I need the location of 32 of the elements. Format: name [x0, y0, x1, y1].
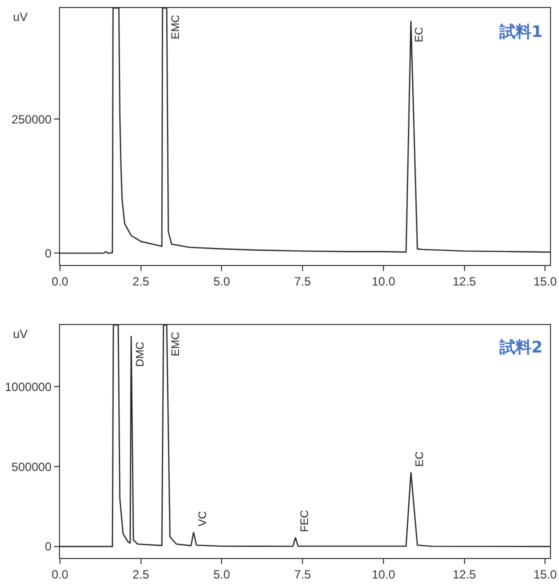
- line-series: [60, 8, 550, 254]
- x-tick-label: 10.0: [372, 274, 396, 288]
- x-tick-label: 15.0: [533, 567, 558, 582]
- annotation: VC: [196, 511, 209, 526]
- text: 試料1: [498, 22, 543, 42]
- annotation: EC: [414, 26, 426, 42]
- x-tick-label: 12.5: [452, 274, 476, 288]
- annotation: DMC: [134, 342, 147, 367]
- x-tick-label: 0.0: [52, 567, 69, 582]
- y-axis-title: uV: [13, 327, 28, 341]
- x-tick-label: 10.0: [372, 567, 396, 582]
- y-tick-label: 0: [44, 246, 52, 260]
- x-tick-label: 2.5: [132, 567, 150, 582]
- x-tick-label: 7.5: [294, 274, 312, 288]
- x-tick-label: 12.5: [452, 567, 476, 582]
- annotation: EMC: [170, 14, 182, 40]
- annotation: EC: [414, 451, 426, 467]
- x-tick-label: 0.0: [52, 274, 69, 288]
- y-tick-label: 1000000: [4, 380, 52, 394]
- line-series: [60, 325, 550, 548]
- y-tick-label: 500000: [12, 460, 52, 474]
- y-tick-label: 250000: [12, 112, 52, 126]
- x-tick-label: 5.0: [213, 567, 230, 582]
- y-tick-label: 0: [44, 540, 52, 554]
- annotation: FEC: [298, 510, 311, 532]
- y-axis-title: uV: [13, 10, 28, 24]
- x-tick-label: 5.0: [213, 274, 230, 288]
- x-tick-label: 7.5: [294, 567, 312, 582]
- text: 試料2: [498, 338, 543, 357]
- x-tick-label: 15.0: [533, 274, 558, 288]
- x-tick-label: 2.5: [132, 274, 150, 288]
- annotation: EMC: [170, 332, 182, 356]
